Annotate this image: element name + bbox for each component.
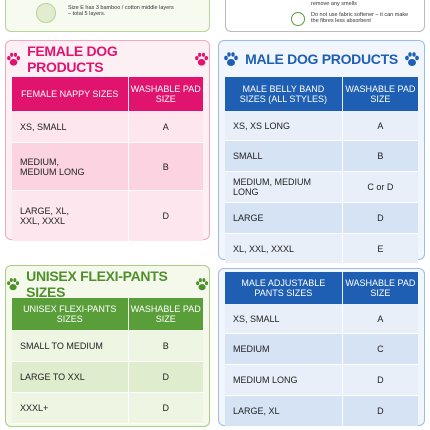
table-row: LARGE D — [225, 203, 418, 234]
table-row: MEDIUM, MEDIUM LONG C or D — [225, 172, 418, 203]
table: MALE ADJUSTABLE PANTS SIZES WASHABLE PAD … — [225, 272, 418, 427]
pad-size-cell: D — [162, 211, 170, 221]
header-row: FEMALE NAPPY SIZES WASHABLE PAD SIZE — [12, 77, 203, 112]
note-text: Do not use fabric softener – it can make… — [311, 12, 409, 24]
paw-icon — [195, 52, 208, 66]
pad-size-cell: E — [377, 243, 384, 254]
note-text: remove any smells — [311, 1, 357, 7]
top-right-note-box: remove any smells Do not use fabric soft… — [225, 0, 425, 32]
table-row: LARGE TO XXL D — [12, 362, 203, 393]
header-cell: WASHABLE PAD SIZE — [130, 304, 201, 324]
size-cell: MEDIUM LONG — [225, 365, 343, 395]
size-cell: LARGE TO XXL — [12, 362, 129, 392]
size-cell: XS, SMALL — [12, 112, 129, 142]
paw-icon — [195, 277, 208, 290]
icon — [291, 12, 305, 26]
size-cell: LARGE, XL, XXL, XXXL — [12, 191, 129, 241]
size-cell: LARGE, XL — [225, 396, 343, 426]
pad-size-cell: D — [377, 406, 384, 416]
header-row: UNISEX FLEXI-PANTS SIZES WASHABLE PAD SIZ… — [12, 298, 203, 331]
table-row: XS, SMALL A — [12, 112, 203, 143]
note-text: Size E has 3 bamboo / cotton middle laye… — [68, 5, 174, 17]
size-cell: XS, XS LONG — [225, 112, 343, 140]
title-text: MALE DOG PRODUCTS — [245, 51, 398, 67]
table: UNISEX FLEXI-PANTS SIZES WASHABLE PAD SIZ… — [12, 298, 203, 424]
size-cell: XL, XXL, XXXL — [225, 234, 343, 263]
pad-size-cell: A — [377, 121, 384, 131]
pad-size-cell: B — [162, 341, 169, 351]
table-row: SMALL TO MEDIUM B — [12, 331, 203, 362]
pad-size-cell: D — [162, 403, 170, 413]
size-cell: MEDIUM, MEDIUM LONG — [12, 143, 129, 190]
size-cell: MEDIUM — [225, 334, 343, 364]
panel-title: FEMALE DOG PRODUCTS — [6, 43, 209, 75]
table-row: XS, XS LONG A — [225, 112, 418, 141]
table-row: SMALL B — [225, 141, 418, 172]
size-cell: LARGE — [225, 203, 343, 233]
top-left-note-box: Size E has 3 bamboo / cotton middle laye… — [5, 0, 210, 32]
panel-title: UNISEX FLEXI-PANTS SIZES — [6, 268, 209, 300]
header-row: MALE ADJUSTABLE PANTS SIZES WASHABLE PAD … — [225, 272, 418, 305]
pad-size-cell: C or D — [367, 182, 394, 192]
header-cell: UNISEX FLEXI-PANTS SIZES — [12, 298, 129, 330]
header-row: MALE BELLY BAND SIZES (ALL STYLES) WASHAB… — [225, 77, 418, 112]
pad-size-cell: A — [377, 314, 384, 324]
size-cell: MEDIUM, MEDIUM LONG — [225, 172, 343, 202]
table-row: XL, XXL, XXXL E — [225, 234, 418, 264]
pad-size-cell: B — [377, 151, 384, 161]
pad-size-cell: A — [162, 122, 169, 132]
table-row: XS, SMALL A — [225, 305, 418, 334]
header-cell: WASHABLE PAD SIZE — [130, 84, 201, 104]
table-row: LARGE, XL, XXL, XXXL D — [12, 191, 203, 242]
header-cell: MALE ADJUSTABLE PANTS SIZES — [225, 272, 343, 304]
table-row: XXXL+ D — [12, 393, 203, 424]
unisex-panel: UNISEX FLEXI-PANTS SIZES UNISEX FLEXI-PAN… — [5, 265, 210, 427]
pad-size-cell: C — [377, 344, 384, 354]
pad-size-cell: B — [162, 161, 169, 172]
male-panel: MALE ADJUSTABLE PANTS SIZES WASHABLE PAD … — [218, 268, 425, 427]
size-cell: XS, SMALL — [225, 305, 343, 333]
size-cell: SMALL — [225, 141, 343, 171]
pad-size-cell: D — [377, 213, 384, 223]
size-cell: SMALL TO MEDIUM — [12, 331, 129, 361]
pad-size-cell: D — [162, 372, 170, 382]
table: FEMALE NAPPY SIZES WASHABLE PAD SIZE XS, S… — [12, 77, 203, 242]
size-cell: XXXL+ — [12, 393, 129, 423]
paw-icon — [224, 51, 238, 66]
table-row: MEDIUM, MEDIUM LONG B — [12, 143, 203, 191]
table-row: MEDIUM C — [225, 334, 418, 365]
title-text: UNISEX FLEXI-PANTS SIZES — [26, 268, 168, 300]
panel-title: MALE DOG PRODUCTS — [219, 44, 424, 74]
table: MALE BELLY BAND SIZES (ALL STYLES) WASHAB… — [225, 77, 418, 264]
header-cell: WASHABLE PAD SIZE — [345, 278, 416, 298]
title-text: FEMALE DOG PRODUCTS — [27, 43, 118, 75]
header-cell: FEMALE NAPPY SIZES — [12, 77, 129, 111]
paw-icon — [405, 51, 419, 66]
table-row: MEDIUM LONG D — [225, 365, 418, 396]
badge — [36, 3, 56, 23]
table-row: LARGE, XL D — [225, 396, 418, 427]
paw-icon — [7, 52, 20, 66]
pad-size-cell: D — [377, 375, 384, 385]
male-panel: MALE DOG PRODUCTS MALE BELLY BAND SIZES (… — [218, 40, 425, 264]
header-cell: WASHABLE PAD SIZE — [345, 84, 416, 104]
female-panel: FEMALE DOG PRODUCTS FEMALE NAPPY SIZES WAS… — [5, 40, 210, 242]
paw-icon — [7, 277, 20, 290]
header-cell: MALE BELLY BAND SIZES (ALL STYLES) — [225, 77, 343, 111]
